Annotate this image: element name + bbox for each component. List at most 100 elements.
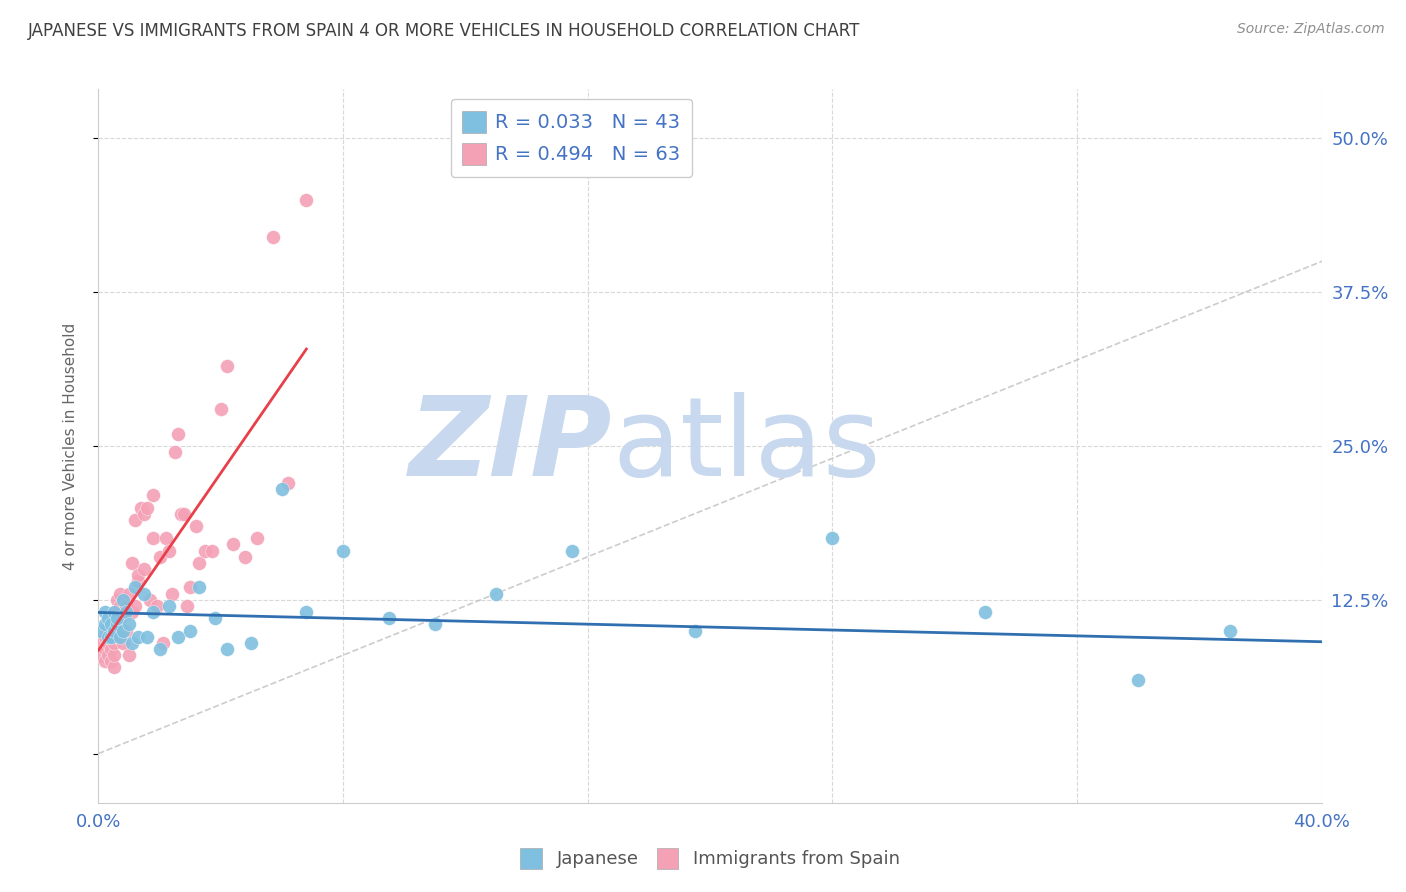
Point [170, 507, 193, 521]
Point [378, 611, 401, 625]
Point [124, 581, 146, 595]
Point [152, 636, 174, 650]
Point [124, 599, 146, 613]
Point [97, 648, 120, 662]
Text: atlas: atlas [612, 392, 880, 500]
Point [97, 624, 120, 638]
Point [103, 636, 125, 650]
Point [561, 543, 583, 558]
Point [222, 537, 245, 551]
Point [108, 611, 131, 625]
Point [215, 642, 238, 657]
Point [100, 617, 122, 632]
Point [118, 617, 141, 632]
Point [93, 642, 115, 657]
Point [157, 599, 180, 613]
Point [124, 513, 146, 527]
Point [90, 648, 112, 662]
Point [240, 636, 263, 650]
Point [105, 617, 128, 632]
Point [186, 519, 208, 533]
Point [90, 624, 112, 638]
Point [142, 605, 165, 619]
Point [176, 599, 198, 613]
Point [974, 605, 997, 619]
Point [200, 543, 222, 558]
Point [100, 642, 122, 657]
Point [332, 543, 354, 558]
Point [93, 654, 115, 668]
Point [1219, 624, 1241, 638]
Point [121, 556, 143, 570]
Point [121, 605, 143, 619]
Point [149, 549, 172, 564]
Point [485, 587, 508, 601]
Point [134, 507, 156, 521]
Point [115, 599, 138, 613]
Point [111, 605, 134, 619]
Point [108, 587, 131, 601]
Point [105, 592, 128, 607]
Text: ZIP: ZIP [409, 392, 612, 500]
Point [188, 556, 211, 570]
Point [423, 617, 446, 632]
Point [103, 624, 125, 638]
Point [262, 230, 284, 244]
Point [142, 531, 165, 545]
Point [103, 605, 125, 619]
Point [115, 605, 138, 619]
Point [97, 630, 120, 644]
Point [277, 475, 299, 490]
Point [209, 402, 232, 417]
Point [127, 568, 149, 582]
Point [194, 543, 217, 558]
Y-axis label: 4 or more Vehicles in Household: 4 or more Vehicles in Household [63, 322, 77, 570]
Point [97, 611, 120, 625]
Point [111, 592, 134, 607]
Point [111, 624, 134, 638]
Point [105, 630, 128, 644]
Point [142, 488, 165, 502]
Point [295, 605, 318, 619]
Point [139, 592, 162, 607]
Point [163, 445, 186, 459]
Point [129, 500, 152, 515]
Text: Source: ZipAtlas.com: Source: ZipAtlas.com [1237, 22, 1385, 37]
Point [270, 482, 292, 496]
Point [108, 630, 131, 644]
Text: JAPANESE VS IMMIGRANTS FROM SPAIN 4 OR MORE VEHICLES IN HOUSEHOLD CORRELATION CH: JAPANESE VS IMMIGRANTS FROM SPAIN 4 OR M… [28, 22, 860, 40]
Point [160, 587, 183, 601]
Point [90, 636, 112, 650]
Point [233, 549, 256, 564]
Point [295, 193, 318, 207]
Point [167, 630, 190, 644]
Point [105, 605, 128, 619]
Point [145, 599, 167, 613]
Point [149, 642, 172, 657]
Point [136, 500, 159, 515]
Point [204, 611, 226, 625]
Point [173, 507, 195, 521]
Point [188, 581, 211, 595]
Point [93, 630, 115, 644]
Point [1128, 673, 1150, 687]
Point [111, 636, 134, 650]
Point [103, 648, 125, 662]
Point [105, 611, 128, 625]
Point [115, 624, 138, 638]
Point [118, 587, 141, 601]
Point [108, 599, 131, 613]
Point [134, 587, 156, 601]
Point [246, 531, 269, 545]
Point [121, 636, 143, 650]
Point [215, 359, 238, 373]
Point [157, 543, 180, 558]
Point [683, 624, 706, 638]
Point [100, 630, 122, 644]
Point [155, 531, 177, 545]
Point [100, 654, 122, 668]
Legend: Japanese, Immigrants from Spain: Japanese, Immigrants from Spain [513, 840, 907, 876]
Point [127, 630, 149, 644]
Point [100, 630, 122, 644]
Point [134, 562, 156, 576]
